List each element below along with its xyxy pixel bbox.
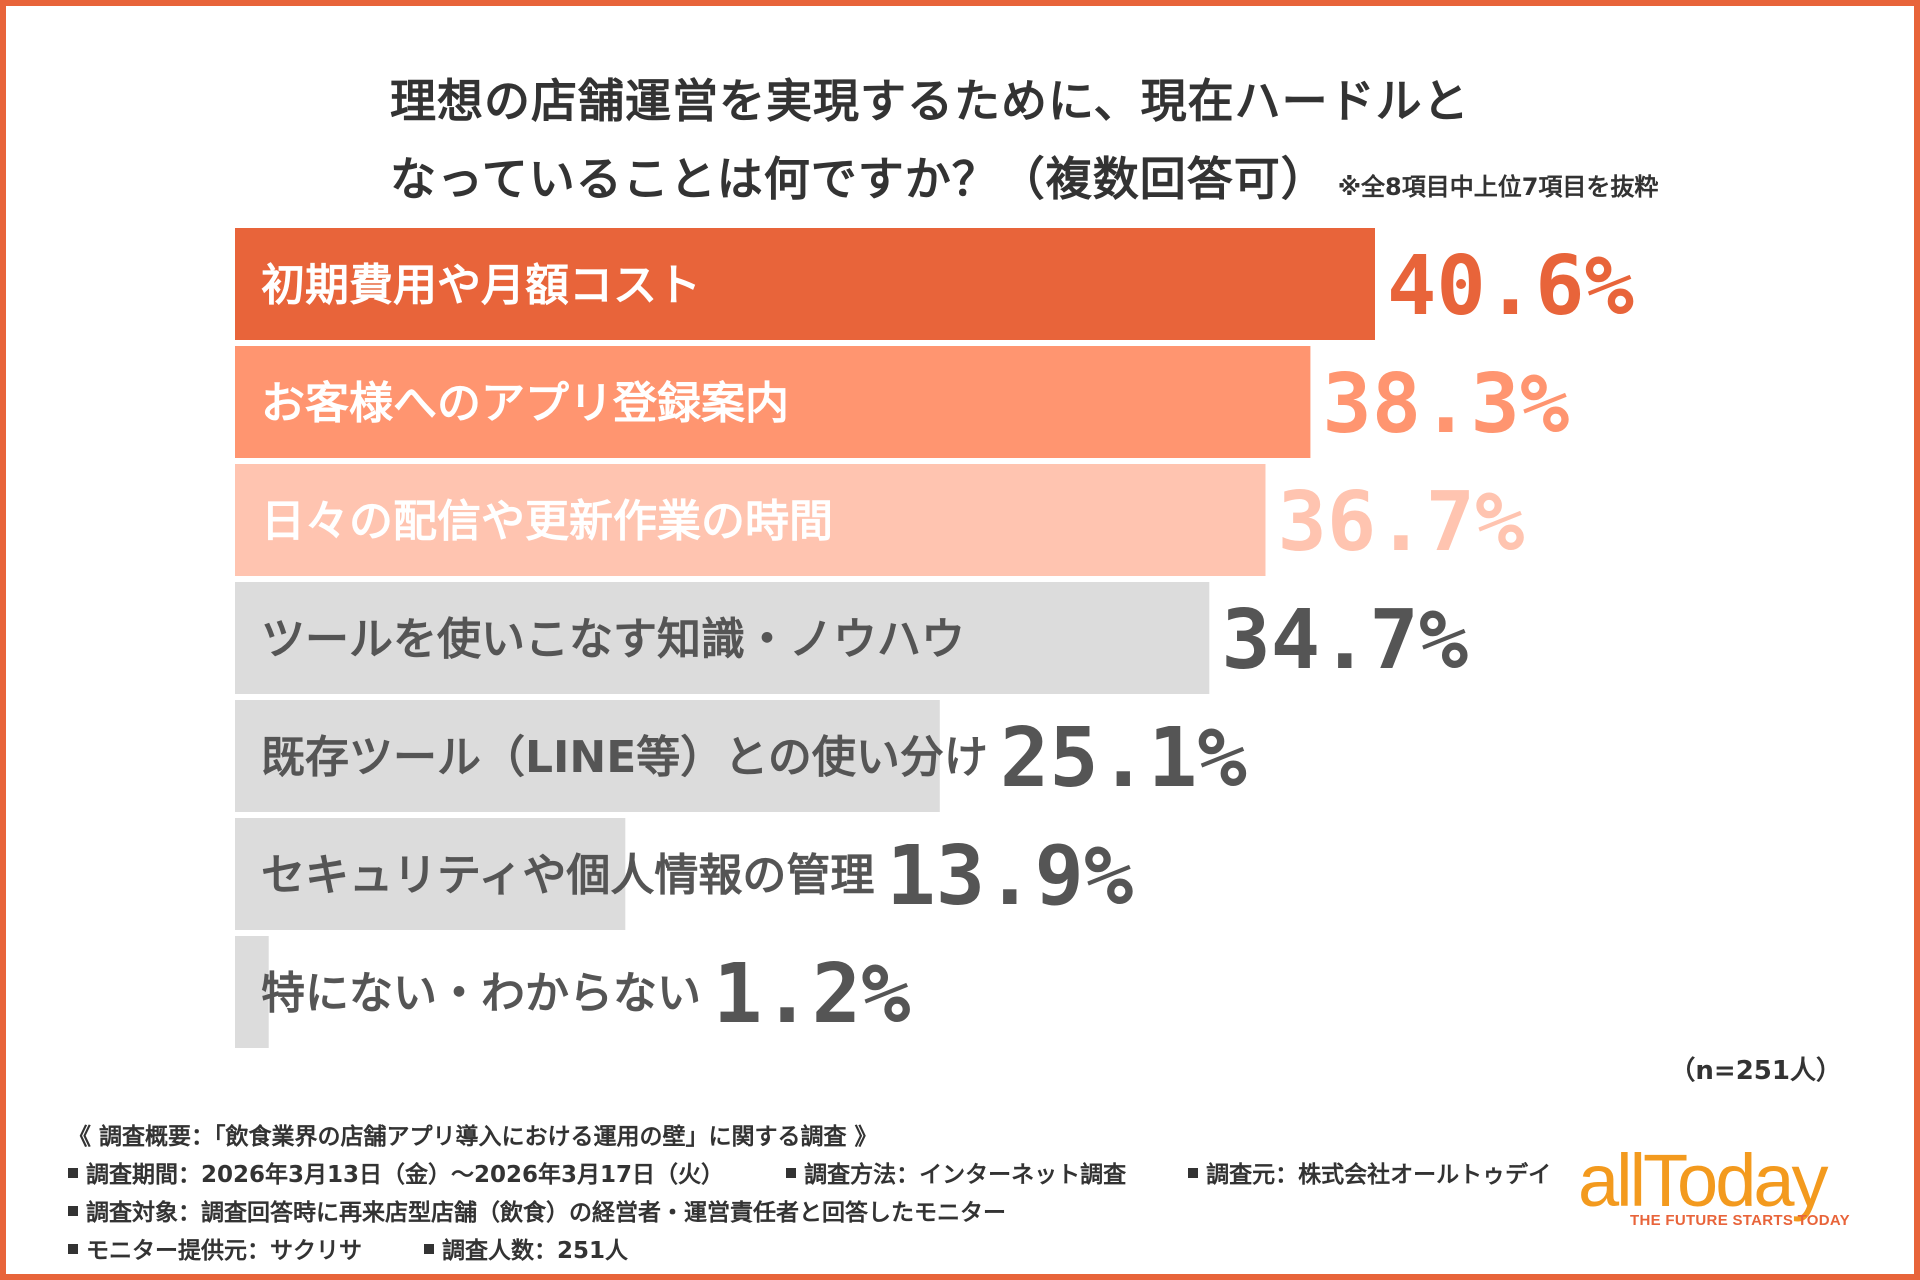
survey-method: 調査方法：インターネット調査 <box>804 1162 1127 1188</box>
value-label-3: 36.7% <box>1277 475 1524 570</box>
bar-3 <box>235 464 1266 576</box>
bullet-icon <box>68 1205 78 1216</box>
value-label-5: 25.1% <box>1000 711 1247 806</box>
survey-source: 調査元：株式会社オールトゥデイ <box>1206 1162 1552 1188</box>
bar-6 <box>235 818 626 930</box>
bar-7 <box>235 936 269 1048</box>
survey-count: 調査人数：251人 <box>442 1238 629 1264</box>
survey-heading: 《 調査概要：「飲食業界の店舗アプリ導入における運用の壁」に関する調査 》 <box>68 1124 878 1150</box>
value-label-2: 38.3% <box>1322 357 1569 452</box>
bullet-icon <box>424 1243 435 1254</box>
survey-summary: 《 調査概要：「飲食業界の店舗アプリ導入における運用の壁」に関する調査 》 調査… <box>68 1118 1551 1270</box>
logo-tagline: THE FUTURE STARTS TODAY <box>1630 1212 1850 1229</box>
bullet-icon <box>68 1167 78 1178</box>
bar-1 <box>235 228 1375 340</box>
bar-2 <box>235 346 1311 458</box>
logo-wordmark: allToday <box>1578 1139 1829 1222</box>
bullet-icon <box>68 1243 78 1254</box>
bullet-icon <box>786 1167 797 1178</box>
bar-label-6: セキュリティや個人情報の管理 <box>261 850 874 901</box>
survey-period: 調査期間：2026年3月13日（金）～2026年3月17日（火） <box>86 1162 725 1188</box>
title-note: ※全8項目中上位7項目を抜粋 <box>1337 173 1659 201</box>
title-line-2: なっていることは何ですか？（複数回答可） <box>390 152 1328 206</box>
bar-label-1: 初期費用や月額コスト <box>261 260 701 311</box>
bar-label-7: 特にない・わからない <box>261 968 701 1019</box>
alltoday-logo: allToday THE FUTURE STARTS TODAY <box>1578 1139 1890 1232</box>
sample-size: （n=251人） <box>1669 1056 1842 1086</box>
bar-4 <box>235 582 1210 694</box>
title-line-1: 理想の店舗運営を実現するために、現在ハードルと <box>390 74 1470 128</box>
bar-label-5: 既存ツール（LINE等）との使い分け <box>261 732 988 783</box>
value-label-6: 13.9% <box>886 829 1133 924</box>
chart-title: 理想の店舗運営を実現するために、現在ハードルと なっていることは何ですか？（複数… <box>390 62 1658 226</box>
value-label-7: 1.2% <box>713 947 910 1042</box>
survey-provider: モニター提供元：サクリサ <box>86 1238 362 1264</box>
bar-label-3: 日々の配信や更新作業の時間 <box>261 496 833 547</box>
value-label-1: 40.6% <box>1387 239 1634 334</box>
value-label-4: 34.7% <box>1221 593 1468 688</box>
bar-5 <box>235 700 940 812</box>
survey-target: 調査対象：調査回答時に再来店型店舗（飲食）の経営者・運営責任者と回答したモニター <box>86 1200 1006 1226</box>
bar-label-4: ツールを使いこなす知識・ノウハウ <box>261 614 965 665</box>
bar-label-2: お客様へのアプリ登録案内 <box>261 378 789 429</box>
bullet-icon <box>1188 1167 1199 1178</box>
